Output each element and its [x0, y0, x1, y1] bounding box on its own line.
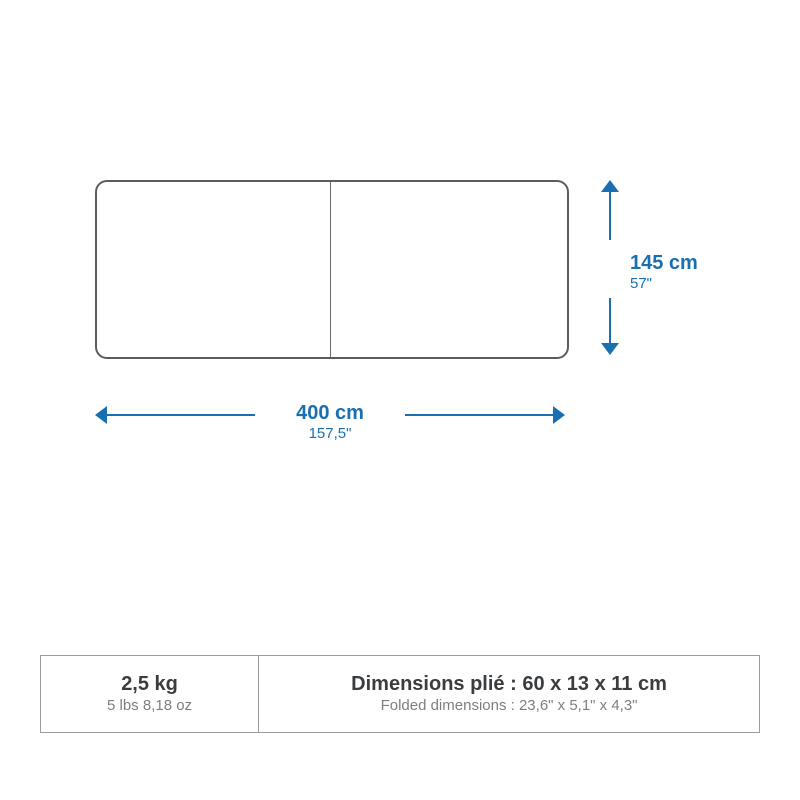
height-arrow-line-top	[609, 189, 611, 240]
width-dimension-label: 400 cm 157,5"	[290, 402, 370, 442]
width-arrow-head-left	[95, 406, 107, 424]
cell-folded-dims: Dimensions plié : 60 x 13 x 11 cm Folded…	[259, 656, 760, 733]
width-arrow-line-left	[104, 414, 255, 416]
diagram-canvas: { "colors": { "accent": "#1a6fb0", "shap…	[0, 0, 800, 800]
cell-weight: 2,5 kg 5 lbs 8,18 oz	[41, 656, 259, 733]
height-arrow-line-bottom	[609, 298, 611, 346]
width-arrow-line-right	[405, 414, 556, 416]
info-table: 2,5 kg 5 lbs 8,18 oz Dimensions plié : 6…	[40, 655, 760, 733]
product-outline	[95, 180, 569, 359]
width-primary: 400 cm	[290, 402, 370, 425]
weight-secondary: 5 lbs 8,18 oz	[63, 697, 236, 716]
height-primary: 145 cm	[630, 252, 710, 275]
table-row: 2,5 kg 5 lbs 8,18 oz Dimensions plié : 6…	[41, 656, 760, 733]
height-arrow-head-top	[601, 180, 619, 192]
width-secondary: 157,5"	[290, 425, 370, 442]
width-arrow-head-right	[553, 406, 565, 424]
folded-primary: Dimensions plié : 60 x 13 x 11 cm	[281, 672, 737, 697]
fold-line	[330, 182, 331, 357]
folded-secondary: Folded dimensions : 23,6" x 5,1" x 4,3"	[281, 697, 737, 716]
height-arrow-head-bottom	[601, 343, 619, 355]
height-secondary: 57"	[630, 275, 710, 292]
height-dimension-label: 145 cm 57"	[630, 252, 710, 292]
weight-primary: 2,5 kg	[63, 672, 236, 697]
